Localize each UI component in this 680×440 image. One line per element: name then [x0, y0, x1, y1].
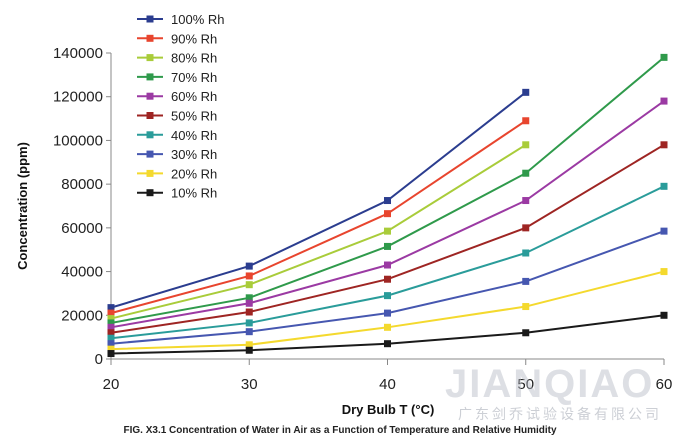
data-point — [522, 303, 530, 311]
legend-label: 50% Rh — [171, 109, 217, 124]
data-point — [107, 304, 115, 312]
legend-label: 10% Rh — [171, 186, 217, 201]
data-point — [245, 308, 253, 316]
data-point — [107, 334, 115, 342]
legend-label: 30% Rh — [171, 147, 217, 162]
legend-label: 80% Rh — [171, 51, 217, 66]
y-tick-label: 140000 — [53, 45, 103, 62]
data-point — [384, 323, 391, 331]
x-tick-label: 40 — [379, 376, 396, 393]
series-line — [110, 91, 527, 309]
data-point — [660, 227, 668, 235]
x-tick-label: 30 — [241, 376, 258, 393]
y-tick-label: 120000 — [53, 89, 103, 106]
legend-marker — [146, 150, 154, 158]
legend-marker — [146, 15, 154, 23]
data-point — [522, 88, 530, 96]
data-point — [107, 340, 115, 348]
y-tick-label: 60000 — [61, 220, 103, 237]
data-point — [107, 323, 115, 331]
data-point — [384, 210, 391, 218]
data-point — [245, 294, 253, 302]
data-point — [107, 309, 115, 317]
y-tick-label: 20000 — [61, 307, 103, 324]
watermark-brand: JIANQIAO — [445, 362, 655, 406]
data-point — [384, 292, 391, 300]
data-point — [245, 281, 253, 289]
data-point — [245, 262, 253, 270]
x-tick-label: 60 — [656, 376, 673, 393]
data-point — [384, 227, 391, 235]
data-point — [384, 261, 391, 269]
x-tick-label: 20 — [103, 376, 120, 393]
y-axis-label: Concentration (ppm) — [15, 142, 30, 270]
data-point — [245, 319, 253, 327]
data-point — [522, 329, 530, 337]
data-point — [660, 141, 668, 149]
legend-marker — [146, 112, 154, 119]
legend-marker — [146, 169, 154, 177]
data-point — [522, 249, 530, 257]
series-line — [110, 119, 527, 315]
data-point — [660, 268, 668, 276]
data-point — [384, 340, 391, 348]
legend-marker — [146, 189, 154, 197]
x-tick-label: 50 — [517, 376, 534, 393]
figure-caption: FIG. X3.1 Concentration of Water in Air … — [123, 425, 557, 436]
data-point — [522, 141, 530, 149]
y-tick-label: 40000 — [61, 264, 103, 281]
y-tick-label: 100000 — [53, 132, 103, 149]
data-point — [245, 328, 253, 336]
data-point — [384, 275, 391, 283]
legend-label: 20% Rh — [171, 166, 217, 181]
legend-label: 70% Rh — [171, 70, 217, 85]
legend-marker — [146, 73, 154, 81]
legend-label: 100% Rh — [171, 12, 224, 27]
data-point — [107, 319, 115, 327]
data-point — [384, 309, 391, 317]
data-point — [522, 117, 530, 125]
data-point — [522, 197, 530, 205]
legend-marker — [146, 92, 154, 100]
data-point — [660, 182, 668, 190]
data-point — [107, 350, 115, 358]
legend-label: 60% Rh — [171, 89, 217, 104]
data-point — [522, 277, 530, 285]
data-point — [245, 341, 253, 349]
data-point — [245, 346, 253, 354]
series-line — [110, 143, 527, 320]
data-point — [107, 345, 115, 353]
legend-marker — [146, 34, 154, 42]
watermark-company: 广东剑乔试验设备有限公司 — [458, 406, 662, 422]
data-point — [522, 224, 530, 232]
y-tick-label: 80000 — [61, 176, 103, 193]
y-tick-label: 0 — [95, 351, 103, 368]
data-point — [245, 272, 253, 280]
legend-marker — [146, 54, 154, 62]
legend-marker — [146, 131, 154, 139]
x-axis-label: Dry Bulb T (°C) — [342, 402, 435, 417]
data-point — [660, 53, 668, 61]
legend-label: 90% Rh — [171, 31, 217, 46]
data-point — [522, 169, 530, 177]
data-point — [107, 329, 115, 337]
legend-label: 40% Rh — [171, 128, 217, 143]
data-point — [107, 315, 115, 323]
data-point — [245, 299, 253, 307]
data-point — [660, 97, 668, 105]
data-point — [384, 197, 391, 205]
data-point — [384, 242, 391, 250]
data-point — [660, 311, 668, 319]
